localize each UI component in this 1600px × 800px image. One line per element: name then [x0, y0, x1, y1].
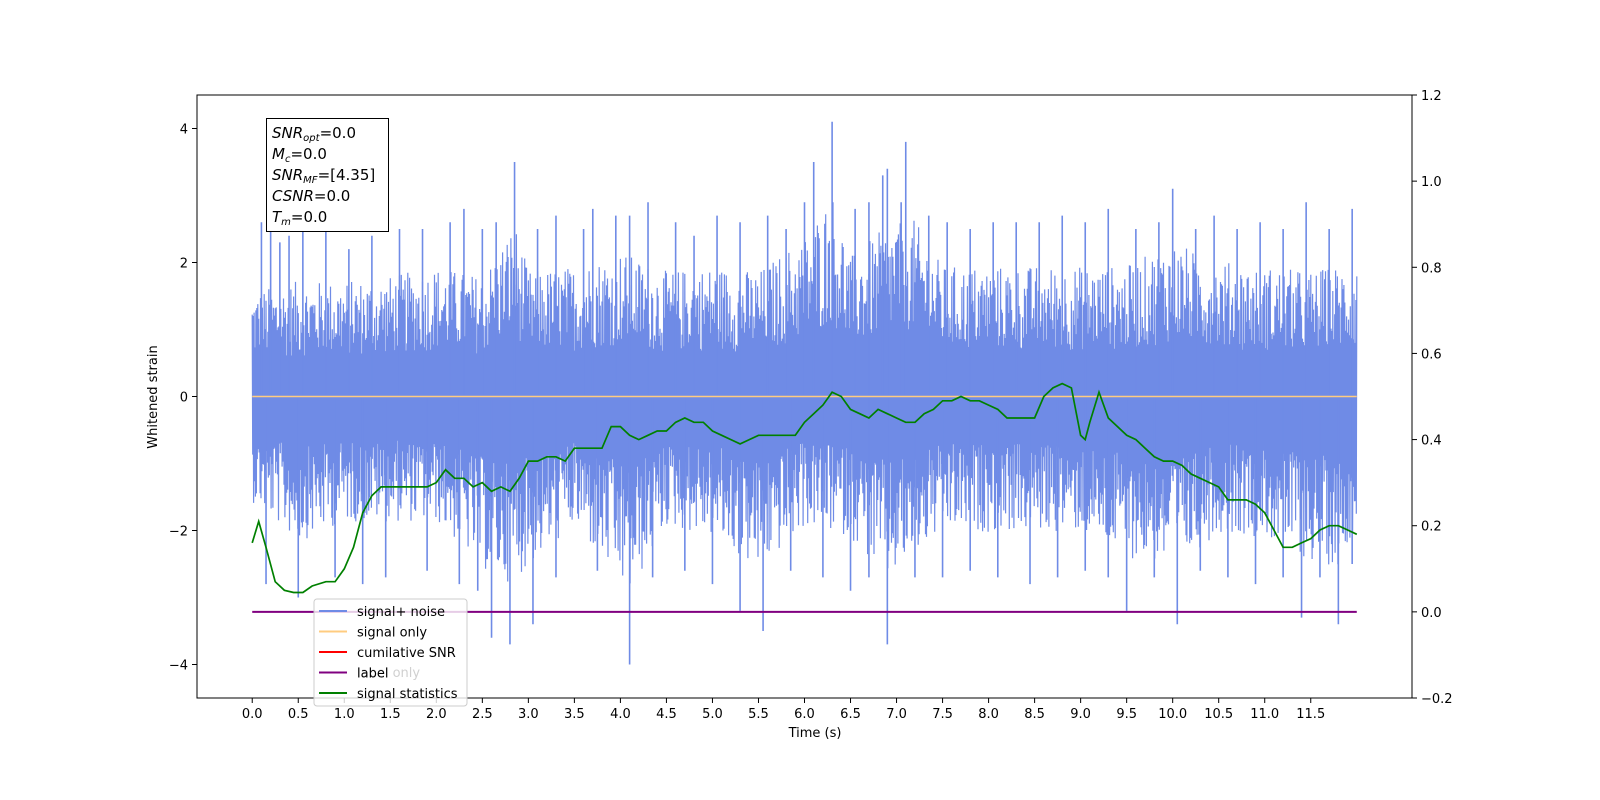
y-axis-left: 4 2 0 −2 −4	[169, 123, 197, 674]
x-tick-label: 7.5	[932, 707, 953, 722]
x-tick-label: 0.5	[288, 707, 309, 722]
x-tick-label: 1.5	[380, 707, 401, 722]
x-tick-label: 4.5	[656, 707, 677, 722]
x-tick-label: 7.0	[886, 707, 907, 722]
y-right-tick-label: 0.0	[1421, 606, 1442, 621]
legend: label only signal+ noise signal only cumila…	[313, 598, 468, 707]
y-left-tick-label: −2	[169, 525, 188, 540]
y-right-tick-label: −0.2	[1421, 692, 1453, 707]
y-left-tick-label: 4	[180, 123, 188, 138]
legend-label: signal+ noise	[357, 605, 445, 620]
x-tick-label: 10.5	[1204, 707, 1233, 722]
y-right-tick-label: 0.2	[1421, 520, 1442, 535]
x-tick-label: 1.0	[334, 707, 355, 722]
legend-label-hidden: label only	[357, 666, 420, 681]
x-tick-label: 8.5	[1024, 707, 1045, 722]
x-tick-label: 6.5	[840, 707, 861, 722]
legend-label: signal only	[357, 626, 427, 641]
x-tick-label: 10.0	[1158, 707, 1187, 722]
y-left-tick-label: 2	[180, 257, 188, 272]
x-tick-label: 6.0	[794, 707, 815, 722]
x-tick-label: 0.0	[242, 707, 263, 722]
snr-opt-stat: SNRopt=0.0	[272, 124, 356, 144]
x-axis: 0.0 0.5 1.0 1.5 2.0 2.5 3.0 3.5 4.0 4.5 5.0 5.5 6.0 6…	[242, 698, 1325, 722]
x-tick-label: 11.5	[1296, 707, 1325, 722]
legend-label: cumilative SNR	[357, 646, 456, 661]
x-tick-label: 2.0	[426, 707, 447, 722]
x-tick-label: 9.5	[1116, 707, 1137, 722]
x-tick-label: 3.0	[518, 707, 539, 722]
y-right-tick-label: 0.4	[1421, 434, 1442, 449]
stats-annotation-box: SNRopt=0.0 Mc=0.0 SNRMF=[4.35] CSNR=0.0 …	[266, 118, 389, 232]
legend-frame	[313, 598, 468, 707]
x-tick-label: 5.0	[702, 707, 723, 722]
mc-stat: Mc=0.0	[272, 145, 327, 165]
y-left-tick-label: −4	[169, 659, 188, 674]
signal-statistics-series	[251, 382, 1358, 594]
y-right-tick-label: 0.8	[1421, 261, 1442, 276]
snr-mf-stat: SNRMF=[4.35]	[272, 166, 376, 186]
x-tick-label: 8.0	[978, 707, 999, 722]
signal-noise-series	[251, 121, 1358, 665]
y-right-tick-label: 0.6	[1421, 347, 1442, 362]
x-tick-label: 5.5	[748, 707, 769, 722]
x-tick-label: 4.0	[610, 707, 631, 722]
x-tick-label: 9.0	[1070, 707, 1091, 722]
x-tick-label: 2.5	[472, 707, 493, 722]
tm-stat: Tm=0.0	[272, 208, 328, 228]
legend-label: signal statistics	[357, 687, 458, 702]
x-axis-label: Time (s)	[788, 726, 842, 741]
csnr-stat: CSNR=0.0	[272, 187, 351, 205]
y-axis-right: 1.2 1.0 0.8 0.6 0.4 0.2 0.0 −0.2	[1412, 89, 1453, 707]
y-axis-label: Whitened strain	[146, 345, 161, 448]
legend-label: label	[357, 667, 388, 682]
y-right-tick-label: 1.0	[1421, 175, 1442, 190]
y-left-tick-label: 0	[180, 391, 188, 406]
y-right-tick-label: 1.2	[1421, 89, 1442, 104]
x-tick-label: 11.0	[1250, 707, 1279, 722]
x-tick-label: 3.5	[564, 707, 585, 722]
